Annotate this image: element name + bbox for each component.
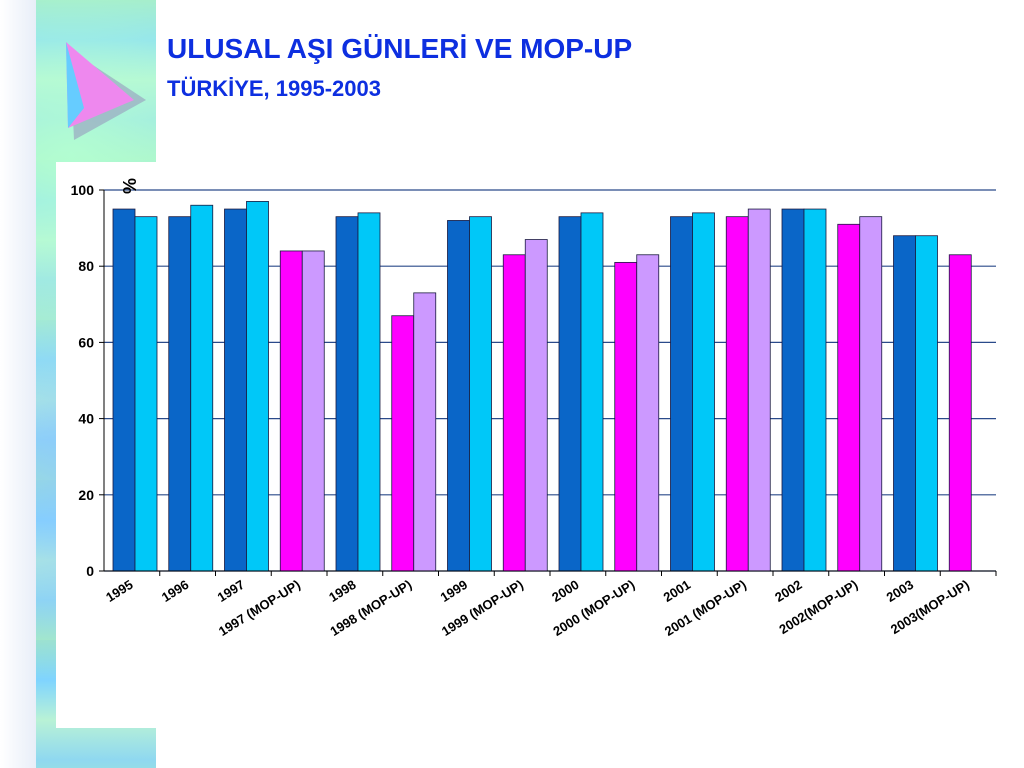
bar	[804, 209, 826, 571]
bar	[894, 236, 916, 571]
bar	[414, 293, 436, 571]
bar	[225, 209, 247, 571]
x-tick-label: 1998	[326, 577, 358, 605]
bar	[302, 251, 324, 571]
bar	[838, 224, 860, 571]
bar	[135, 217, 157, 571]
bar	[726, 217, 748, 571]
bar	[280, 251, 302, 571]
bar	[470, 217, 492, 571]
y-tick-label: 80	[78, 258, 94, 274]
bar	[748, 209, 770, 571]
x-tick-label: 2002	[772, 577, 804, 605]
bar	[113, 209, 135, 571]
bar	[581, 213, 603, 571]
bar	[860, 217, 882, 571]
bar	[782, 209, 804, 571]
bar	[949, 255, 971, 571]
bar	[448, 220, 470, 571]
bar	[392, 316, 414, 571]
bar	[693, 213, 715, 571]
bar	[191, 205, 213, 571]
bar	[503, 255, 525, 571]
bar	[336, 217, 358, 571]
bar	[559, 217, 581, 571]
bar-chart: 0204060801001995 1996 19971997 (MOP-UP) 199…	[0, 0, 1024, 768]
x-tick-label: 1996	[159, 577, 191, 605]
x-tick-label: 1999	[438, 577, 470, 605]
y-axis-label: %	[119, 178, 139, 194]
y-tick-label: 40	[78, 411, 94, 427]
x-tick-label: 1995	[103, 577, 135, 605]
bar	[358, 213, 380, 571]
bar	[169, 217, 191, 571]
x-tick-label: 2001	[661, 577, 693, 605]
bar	[247, 201, 269, 571]
x-tick-label: 2003	[884, 577, 916, 605]
bar	[916, 236, 938, 571]
y-tick-label: 0	[86, 563, 94, 579]
bar	[525, 240, 547, 571]
bar	[671, 217, 693, 571]
y-tick-label: 100	[71, 182, 95, 198]
bar	[615, 262, 637, 571]
y-tick-label: 20	[78, 487, 94, 503]
bar	[637, 255, 659, 571]
x-tick-label: 2000	[549, 577, 581, 605]
bar-layer	[113, 201, 971, 571]
y-tick-label: 60	[78, 334, 94, 350]
x-tick-label: 1997	[215, 577, 247, 605]
